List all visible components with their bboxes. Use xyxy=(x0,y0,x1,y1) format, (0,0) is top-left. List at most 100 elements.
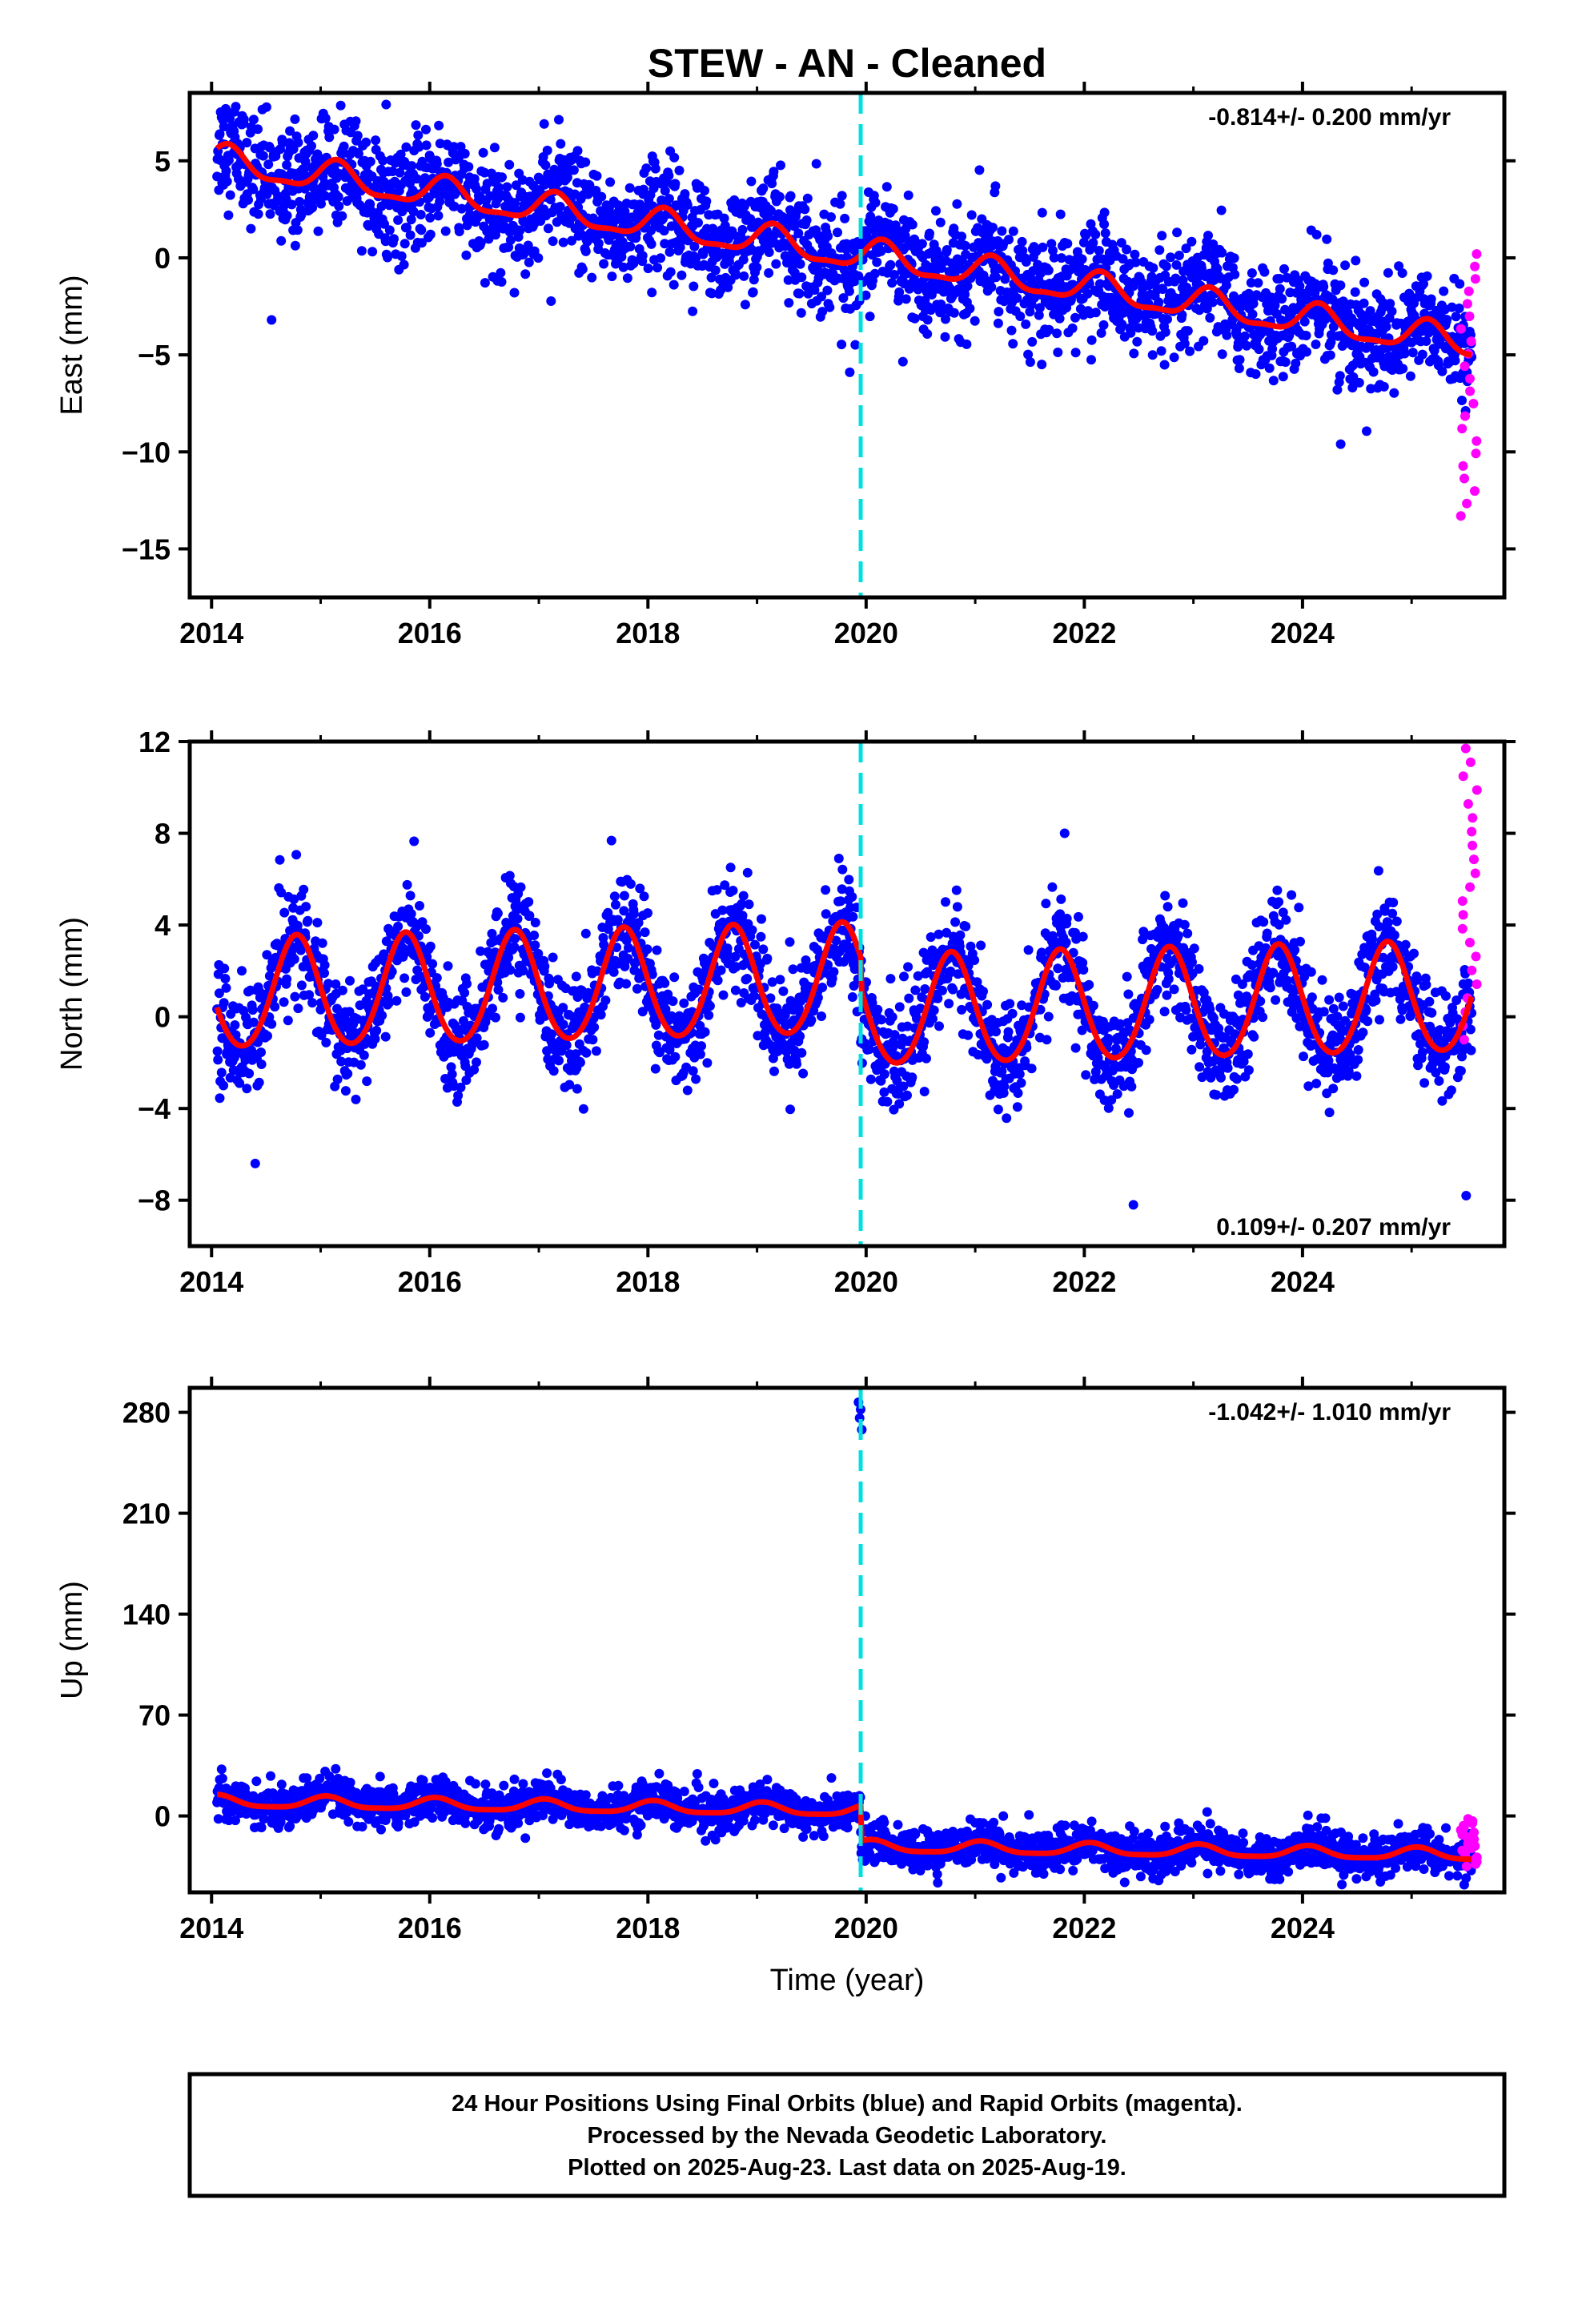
final-orbit-point xyxy=(279,997,289,1007)
final-orbit-point xyxy=(283,1015,293,1026)
final-orbit-point xyxy=(1322,234,1332,244)
final-orbit-point xyxy=(929,1005,939,1015)
final-orbit-point xyxy=(1043,1011,1054,1022)
final-orbit-point xyxy=(510,934,520,944)
final-orbit-point xyxy=(796,308,806,318)
final-orbit-point xyxy=(723,951,733,960)
final-orbit-point xyxy=(982,999,993,1010)
final-orbit-point xyxy=(290,114,300,124)
final-orbit-point xyxy=(899,971,909,982)
final-orbit-point xyxy=(285,126,295,136)
final-orbit-point xyxy=(548,952,558,963)
final-orbit-point xyxy=(794,288,805,299)
final-orbit-point xyxy=(988,223,998,233)
final-orbit-point xyxy=(997,226,1007,236)
final-orbit-point xyxy=(1070,348,1081,358)
final-orbit-point xyxy=(276,235,287,246)
final-orbit-point xyxy=(456,142,466,152)
final-orbit-point xyxy=(1271,995,1281,1005)
final-orbit-point xyxy=(1317,975,1327,985)
final-orbit-point xyxy=(1008,339,1018,349)
rapid-orbit-point xyxy=(1462,498,1472,509)
final-orbit-point xyxy=(1159,923,1169,933)
final-orbit-point xyxy=(263,159,274,170)
final-orbit-point xyxy=(1205,312,1215,323)
final-orbit-point xyxy=(270,1002,280,1012)
final-orbit-point xyxy=(256,1059,267,1069)
final-orbit-point xyxy=(909,313,920,324)
final-orbit-point xyxy=(219,998,229,1008)
final-orbit-point xyxy=(291,850,302,860)
final-orbit-point xyxy=(746,176,757,187)
rapid-orbit-point xyxy=(1460,411,1470,421)
final-orbit-point xyxy=(991,1027,1001,1037)
final-orbit-point xyxy=(1002,1113,1012,1124)
final-orbit-point xyxy=(642,944,652,955)
final-orbit-point xyxy=(1335,280,1346,291)
final-orbit-point xyxy=(1351,255,1361,266)
final-orbit-point xyxy=(797,272,807,283)
final-orbit-point xyxy=(254,1077,264,1088)
final-orbit-point xyxy=(1199,336,1209,346)
final-orbit-point xyxy=(212,1046,223,1056)
final-orbit-point xyxy=(693,218,703,228)
final-orbit-point xyxy=(1235,355,1245,365)
final-orbit-point xyxy=(1068,947,1078,958)
final-orbit-point xyxy=(420,991,430,1002)
final-orbit-point xyxy=(652,945,662,955)
final-orbit-point xyxy=(813,992,823,1003)
final-orbit-point xyxy=(1287,341,1297,352)
final-orbit-point xyxy=(670,1051,681,1062)
final-orbit-point xyxy=(1211,1090,1222,1100)
final-orbit-point xyxy=(459,1015,468,1026)
final-orbit-point xyxy=(1197,263,1207,274)
final-orbit-point xyxy=(406,215,416,225)
final-orbit-point xyxy=(800,204,810,215)
final-orbit-point xyxy=(775,975,785,985)
final-orbit-point xyxy=(1016,1078,1026,1088)
final-orbit-point xyxy=(1189,943,1199,954)
final-orbit-point xyxy=(713,975,723,986)
final-orbit-point xyxy=(409,836,420,846)
x-tick-label: 2016 xyxy=(398,617,462,649)
final-orbit-point xyxy=(456,1082,466,1092)
final-orbit-point xyxy=(865,1074,876,1084)
final-orbit-point xyxy=(650,163,661,174)
final-orbit-point xyxy=(603,907,613,918)
final-orbit-point xyxy=(872,257,882,267)
final-orbit-point xyxy=(1246,278,1256,287)
final-orbit-point xyxy=(1117,320,1127,330)
final-orbit-point xyxy=(509,287,520,298)
final-orbit-point xyxy=(1141,1045,1151,1055)
final-orbit-point xyxy=(323,979,334,989)
final-orbit-point xyxy=(329,124,339,135)
final-orbit-point xyxy=(740,300,750,310)
final-orbit-point xyxy=(966,941,976,951)
final-orbit-point xyxy=(669,152,680,163)
final-orbit-point xyxy=(290,240,300,251)
final-orbit-point xyxy=(1054,313,1065,324)
final-orbit-point xyxy=(1041,899,1051,909)
final-orbit-point xyxy=(1043,265,1054,275)
final-orbit-point xyxy=(661,1004,671,1015)
final-orbit-point xyxy=(742,974,753,983)
final-orbit-point xyxy=(873,1004,883,1015)
final-orbit-point xyxy=(1077,1025,1087,1035)
final-orbit-point xyxy=(1017,236,1027,247)
final-orbit-point xyxy=(885,974,896,984)
final-orbit-point xyxy=(1186,236,1197,247)
final-orbit-point xyxy=(1306,967,1316,977)
final-orbit-point xyxy=(365,156,375,167)
final-orbit-point xyxy=(1008,226,1018,236)
final-orbit-point xyxy=(848,911,858,922)
final-orbit-point xyxy=(312,918,323,928)
final-orbit-point xyxy=(408,207,419,217)
final-orbit-point xyxy=(1126,328,1136,338)
final-orbit-point xyxy=(823,959,833,970)
final-orbit-point xyxy=(523,240,533,251)
final-orbit-point xyxy=(1126,1081,1137,1092)
final-orbit-point xyxy=(300,156,311,167)
final-orbit-point xyxy=(456,203,467,214)
final-orbit-point xyxy=(482,179,492,189)
final-orbit-point xyxy=(462,220,472,231)
